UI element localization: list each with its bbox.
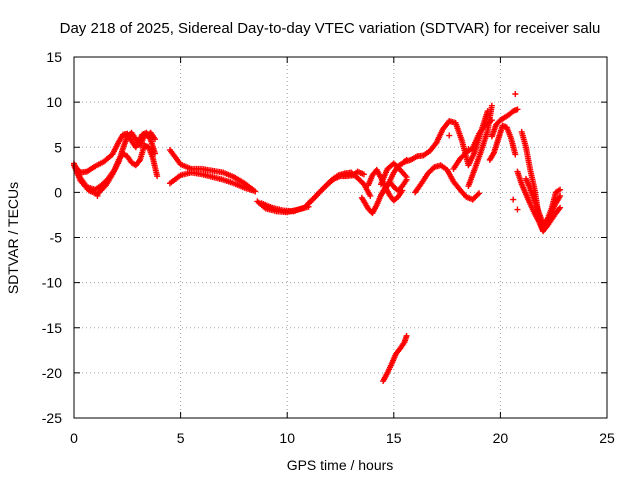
series-track-17 [486,122,519,163]
series-track-14 [412,162,483,203]
data-point [403,332,410,339]
data-point [152,136,159,143]
x-tick-label: 20 [493,430,509,446]
data-point [514,106,521,113]
series-track-4 [166,146,259,195]
series-outliers [94,91,521,213]
y-tick-label: -20 [42,365,62,381]
y-tick-label: -25 [42,410,62,426]
series-track-3 [71,129,159,198]
x-tick-label: 25 [599,430,615,446]
y-tick-label: -5 [50,230,63,246]
axis-ticks [73,56,608,419]
y-tick-label: -15 [42,320,62,336]
data-point [476,190,483,197]
y-tick-label: 0 [54,184,62,200]
series-track-15 [450,117,495,172]
series-track-5 [166,169,257,194]
plot-frame [73,56,608,419]
data-point [474,191,481,198]
chart-title: Day 218 of 2025, Sidereal Day-to-day VTE… [60,20,601,37]
data-point [512,151,519,158]
data-point [446,132,453,139]
series-track-20 [514,168,564,235]
data-point [557,192,564,199]
x-tick-label: 5 [177,430,185,446]
data-point [250,187,257,194]
series-track-12 [378,160,410,188]
data-point [465,146,472,153]
series-track-10 [365,166,406,204]
series-track-18 [488,106,521,140]
data-point [512,91,519,98]
y-tick-label: -10 [42,275,62,291]
x-tick-label: 10 [279,430,295,446]
data-point [488,102,495,109]
data-point [152,150,159,157]
series-track-16 [465,102,495,190]
data-point [557,186,564,193]
series-track-21 [522,175,564,227]
data-point [399,187,406,194]
y-tick-label: 10 [46,94,62,110]
data-point [514,206,521,213]
series-track-22 [380,332,410,384]
data-point [403,174,410,181]
data-point [154,173,161,180]
y-axis-title: SDTVAR / TECUs [5,182,21,294]
data-point [94,192,101,199]
data-point [557,204,564,211]
data-point [510,196,517,203]
x-axis-title: GPS time / hours [287,457,394,473]
data-points [71,91,564,384]
series-track-2 [71,129,159,176]
data-point [360,171,367,178]
y-tick-label: 5 [54,139,62,155]
tick-labels: 0 5 10 15 20 25 15 10 5 0 -5 -10 -15 -20 -25 [42,49,615,446]
x-tick-label: 0 [70,430,78,446]
series-track-8 [305,169,374,207]
y-tick-label: 15 [46,49,62,65]
x-tick-label: 15 [386,430,402,446]
gridlines [74,57,607,418]
data-point [367,192,374,199]
